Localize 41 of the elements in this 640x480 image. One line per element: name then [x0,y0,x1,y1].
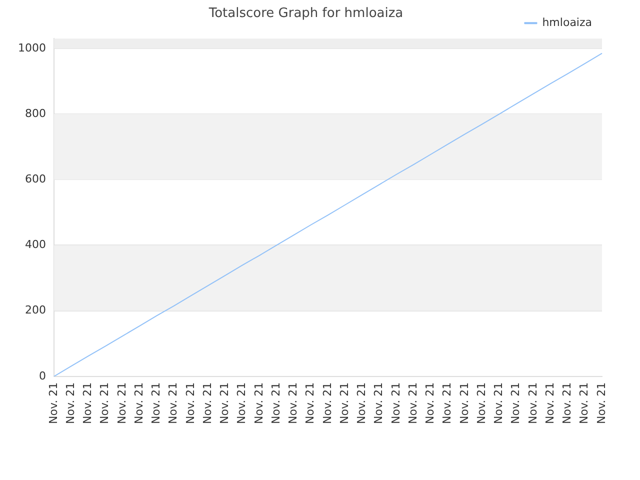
y-tick-label: 1000 [18,41,46,54]
x-tick-label: Nov. 21 [543,382,556,424]
x-tick-label: Nov. 21 [338,382,351,424]
x-tick-label: Nov. 21 [474,382,488,424]
x-tick-label: Nov. 21 [150,382,163,424]
x-tick-label: Nov. 21 [509,382,522,424]
x-tick-label: Nov. 21 [372,382,386,424]
y-tick-label: 200 [24,304,46,317]
x-tick-label: Nov. 21 [492,382,506,424]
chart-title: Totalscore Graph for hmloaiza [208,6,404,22]
x-tick-label: Nov. 21 [406,382,420,424]
x-tick-label: Nov. 21 [355,382,368,424]
x-tick-label: Nov. 21 [594,382,608,424]
x-tick-label: Nov. 21 [235,382,248,424]
x-tick-label: Nov. 21 [64,382,77,424]
x-tick-label: Nov. 21 [304,382,317,424]
x-tick-label: Nov. 21 [81,382,94,424]
x-tick-label: Nov. 21 [46,382,60,424]
x-tick-label: Nov. 21 [98,382,112,424]
x-tick-label: Nov. 21 [286,382,300,424]
y-tick-label: 0 [38,369,46,382]
legend-label: hmloaiza [542,16,592,29]
x-tick-label: Nov. 21 [458,382,471,424]
x-tick-label: Nov. 21 [269,382,282,424]
x-tick-label: Nov. 21 [252,382,266,424]
x-tick-label: Nov. 21 [320,382,334,424]
x-tick-label: Nov. 21 [560,382,574,424]
x-tick-label: Nov. 21 [218,382,232,424]
x-tick-label: Nov. 21 [440,382,454,424]
x-tick-label: Nov. 21 [389,382,402,424]
x-tick-label: Nov. 21 [132,382,146,424]
x-tick-label: Nov. 21 [166,382,180,424]
y-tick-label: 400 [24,238,46,252]
x-tick-label: Nov. 21 [424,382,437,424]
y-tick-label: 600 [24,172,46,186]
x-tick-label: Nov. 21 [115,382,128,424]
x-tick-label: Nov. 21 [526,382,540,424]
x-tick-label: Nov. 21 [200,382,214,424]
x-tick-label: Nov. 21 [578,382,591,424]
x-tick-label: Nov. 21 [184,382,197,424]
y-tick-label: 800 [24,106,46,120]
